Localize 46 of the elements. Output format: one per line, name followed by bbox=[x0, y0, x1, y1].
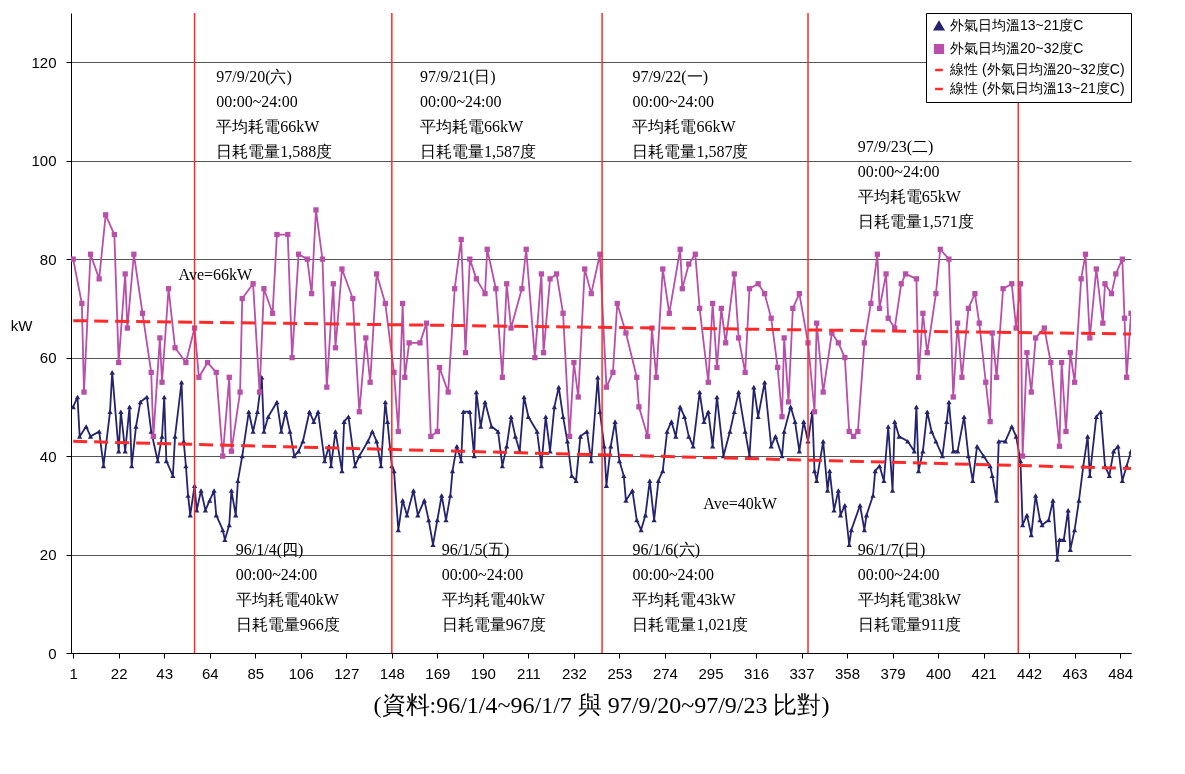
x-tick-label: 169 bbox=[425, 664, 451, 682]
annotation: 96/1/6(六) 00:00~24:00 平均耗電43kW 日耗電量1,021度 bbox=[632, 541, 749, 634]
x-tick-label: 253 bbox=[607, 664, 633, 682]
x-tick-label: 232 bbox=[561, 664, 587, 682]
x-tick-label: 463 bbox=[1062, 664, 1088, 682]
x-tick-label: 1 bbox=[69, 664, 78, 682]
x-tick-label: 295 bbox=[698, 664, 724, 682]
y-tick-label: 80 bbox=[39, 250, 57, 268]
y-axis-title: kW bbox=[10, 316, 34, 334]
x-tick-label: 43 bbox=[156, 664, 174, 682]
annotation: 97/9/22(一) 00:00~24:00 平均耗電66kW 日耗電量1,587度 bbox=[632, 68, 749, 161]
legend-label: 線性 (外氣日均溫13~21度C) bbox=[949, 80, 1125, 96]
annotation: Ave=40kW bbox=[703, 495, 778, 513]
x-tick-label: 190 bbox=[470, 664, 496, 682]
annotation: 97/9/23(二) 00:00~24:00 平均耗電65kW 日耗電量1,571度 bbox=[857, 137, 974, 230]
y-tick-label: 20 bbox=[39, 546, 57, 564]
legend-label: 線性 (外氣日均溫20~32度C) bbox=[949, 61, 1125, 77]
annotation: 96/1/5(五) 00:00~24:00 平均耗電40kW 日耗電量967度 bbox=[441, 541, 546, 634]
x-tick-label: 148 bbox=[379, 664, 405, 682]
x-tick-label: 316 bbox=[743, 664, 770, 682]
x-tick-label: 484 bbox=[1108, 664, 1134, 682]
y-tick-label: 120 bbox=[31, 53, 57, 71]
annotation: 96/1/4(四) 00:00~24:00 平均耗電40kW 日耗電量966度 bbox=[235, 541, 340, 634]
x-tick-label: 64 bbox=[201, 664, 219, 682]
x-tick-label: 127 bbox=[334, 664, 360, 682]
x-tick-label: 85 bbox=[247, 664, 265, 682]
x-tick-label: 106 bbox=[288, 664, 314, 682]
x-tick-label: 400 bbox=[926, 664, 952, 682]
annotation: 97/9/21(日) 00:00~24:00 平均耗電66kW 日耗電量1,587度 bbox=[420, 68, 536, 161]
y-tick-label: 100 bbox=[31, 152, 57, 170]
y-tick-label: 0 bbox=[48, 644, 57, 662]
x-axis-title: (資料:96/1/4~96/1/7 與 97/9/20~97/9/23 比對) bbox=[373, 691, 830, 718]
x-tick-label: 211 bbox=[516, 664, 541, 682]
x-tick-label: 337 bbox=[789, 664, 815, 682]
annotation: 97/9/20(六) 00:00~24:00 平均耗電66kW 日耗電量1,588度 bbox=[216, 68, 333, 161]
legend-label: 外氣日均溫13~21度C bbox=[950, 17, 1084, 33]
x-tick-label: 358 bbox=[835, 664, 861, 682]
x-tick-label: 421 bbox=[971, 664, 997, 682]
annotation: 96/1/7(日) 00:00~24:00 平均耗電38kW 日耗電量911度 bbox=[857, 541, 962, 634]
y-tick-label: 40 bbox=[39, 447, 57, 465]
y-tick-label: 60 bbox=[39, 349, 57, 367]
x-tick-label: 274 bbox=[652, 664, 678, 682]
x-tick-label: 22 bbox=[110, 664, 128, 682]
legend-label: 外氣日均溫20~32度C bbox=[950, 40, 1084, 56]
x-tick-label: 442 bbox=[1017, 664, 1043, 682]
x-tick-label: 379 bbox=[880, 664, 906, 682]
